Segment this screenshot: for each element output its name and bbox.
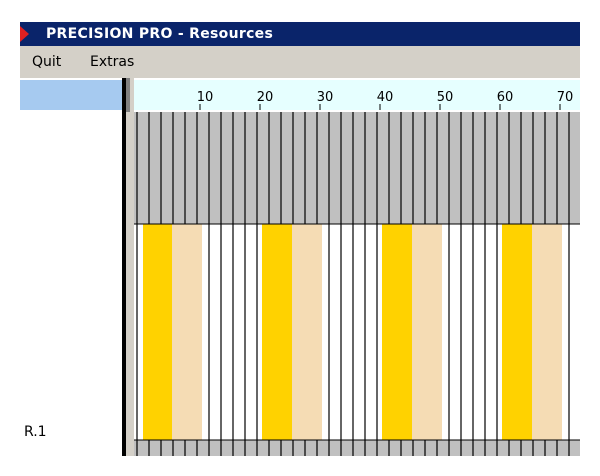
ruler-label: 40: [377, 90, 394, 105]
ruler-label: 50: [437, 90, 454, 105]
booking[interactable]: [143, 224, 172, 440]
menu-item[interactable]: Extras: [90, 54, 135, 70]
ruler-label: 70: [557, 90, 574, 105]
menu-item[interactable]: Quit: [32, 54, 62, 70]
ruler-label: 10: [197, 90, 214, 105]
booking[interactable]: [382, 224, 412, 440]
resource-list: [20, 112, 122, 456]
splitter-edge: [122, 78, 126, 456]
title-bar: PRECISION PRO - Resources: [20, 22, 580, 46]
ruler-label: 30: [317, 90, 334, 105]
app-icon: [20, 26, 29, 42]
menu-bar: Quit Extras: [20, 46, 580, 78]
booking-tail: [172, 224, 202, 440]
splitter-handle: [126, 78, 130, 112]
window-title: PRECISION PRO - Resources: [46, 26, 274, 42]
grid-bottom: [134, 440, 580, 456]
ruler-label: 60: [497, 90, 514, 105]
grid-top: [134, 112, 580, 224]
resource-label[interactable]: R.1: [24, 424, 47, 440]
ruler-label: 20: [257, 90, 274, 105]
booking-tail: [412, 224, 442, 440]
list-header: [20, 80, 122, 110]
booking[interactable]: [262, 224, 292, 440]
booking[interactable]: [502, 224, 532, 440]
booking-tail: [532, 224, 562, 440]
ruler: [134, 80, 580, 110]
bookings: [143, 224, 562, 440]
booking-tail: [292, 224, 322, 440]
